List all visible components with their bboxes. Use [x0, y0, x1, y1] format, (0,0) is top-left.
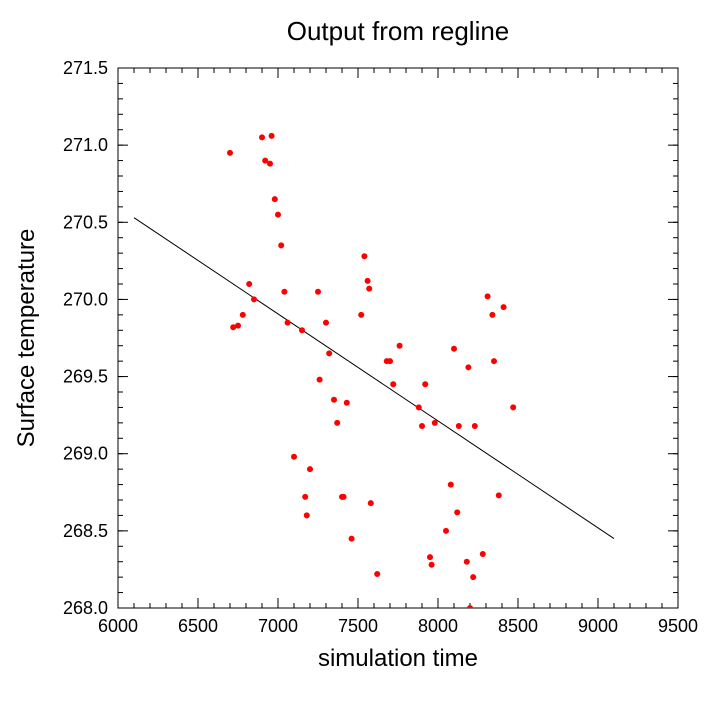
x-tick-label: 8500: [498, 616, 538, 636]
data-point: [246, 281, 252, 287]
data-point: [281, 289, 287, 295]
y-tick-label: 270.0: [63, 289, 108, 309]
data-point: [366, 286, 372, 292]
data-point: [358, 312, 364, 318]
data-point: [235, 323, 241, 329]
x-tick-label: 8000: [418, 616, 458, 636]
data-point: [349, 536, 355, 542]
data-point: [465, 364, 471, 370]
data-point: [496, 492, 502, 498]
data-point: [485, 293, 491, 299]
data-point: [374, 571, 380, 577]
data-point: [451, 346, 457, 352]
data-point: [285, 320, 291, 326]
data-point: [307, 466, 313, 472]
data-point: [302, 494, 308, 500]
data-point: [365, 278, 371, 284]
data-point: [456, 423, 462, 429]
data-point: [448, 482, 454, 488]
data-point: [419, 423, 425, 429]
data-point: [489, 312, 495, 318]
data-point: [275, 212, 281, 218]
chart-container: 6000 6500 7000 7500 8000 8500 9000 9500 268.0 268…: [0, 0, 716, 707]
data-point: [427, 554, 433, 560]
data-point: [510, 404, 516, 410]
data-point: [259, 134, 265, 140]
data-point: [269, 133, 275, 139]
data-point: [315, 289, 321, 295]
x-tick-label: 9500: [658, 616, 698, 636]
data-point: [501, 304, 507, 310]
data-point: [331, 397, 337, 403]
x-tick-label: 6000: [98, 616, 138, 636]
y-axis-label: Surface temperature: [13, 229, 40, 448]
data-point: [334, 420, 340, 426]
data-point: [416, 404, 422, 410]
x-tick-label: 6500: [178, 616, 218, 636]
data-point: [470, 574, 476, 580]
chart-title: Output from regline: [287, 16, 510, 46]
data-point: [323, 320, 329, 326]
data-point: [443, 528, 449, 534]
data-point: [429, 562, 435, 568]
data-point: [472, 423, 478, 429]
y-tick-label: 271.0: [63, 135, 108, 155]
data-point: [240, 312, 246, 318]
data-point: [454, 509, 460, 515]
data-point: [397, 343, 403, 349]
data-point: [422, 381, 428, 387]
data-point: [432, 420, 438, 426]
x-tick-label: 9000: [578, 616, 618, 636]
data-point: [317, 377, 323, 383]
data-point: [491, 358, 497, 364]
x-axis-label: simulation time: [318, 645, 478, 672]
data-point: [344, 400, 350, 406]
scatter-chart: 6000 6500 7000 7500 8000 8500 9000 9500 268.0 268…: [0, 0, 716, 707]
data-point: [390, 381, 396, 387]
y-tick-label: 271.5: [63, 58, 108, 78]
y-tick-label: 268.0: [63, 598, 108, 618]
data-point: [299, 327, 305, 333]
data-point: [464, 559, 470, 565]
x-tick-label: 7000: [258, 616, 298, 636]
data-point: [304, 512, 310, 518]
data-point: [267, 161, 273, 167]
data-point: [480, 551, 486, 557]
y-tick-label: 269.0: [63, 444, 108, 464]
data-point: [272, 196, 278, 202]
y-tick-label: 270.5: [63, 212, 108, 232]
x-tick-label: 7500: [338, 616, 378, 636]
data-point: [361, 253, 367, 259]
data-point: [291, 454, 297, 460]
data-point: [227, 150, 233, 156]
data-point: [387, 358, 393, 364]
data-point: [278, 242, 284, 248]
y-tick-label: 269.5: [63, 367, 108, 387]
data-point: [251, 296, 257, 302]
data-point: [368, 500, 374, 506]
data-point: [341, 494, 347, 500]
data-point: [326, 350, 332, 356]
y-tick-label: 268.5: [63, 521, 108, 541]
